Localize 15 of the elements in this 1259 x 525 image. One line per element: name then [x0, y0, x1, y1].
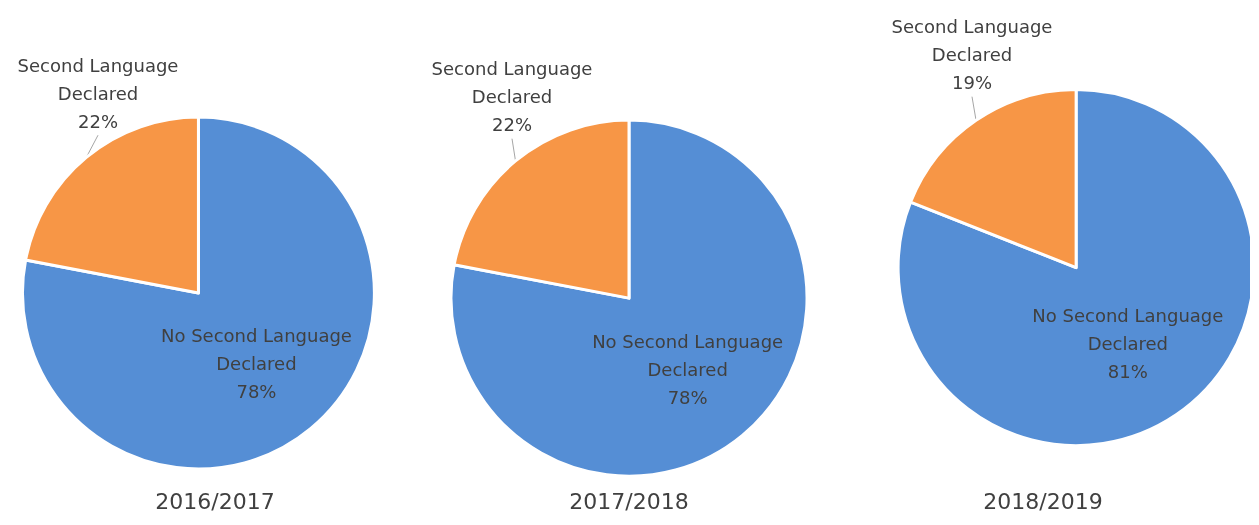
- slice-label: Second Language Declared: [891, 16, 1053, 66]
- data-label: 22%: [77, 110, 119, 132]
- text: 2016/2017: [155, 488, 275, 514]
- slice-label: No Second Language Declared: [592, 330, 784, 380]
- slice-label: No Second Language Declared: [160, 324, 352, 374]
- data-label: 22%: [491, 114, 533, 136]
- text: 2017/2018: [569, 488, 689, 514]
- data-label: 19%: [952, 72, 993, 94]
- slice-label: Second Language Declared: [17, 54, 179, 104]
- data-label: 78%: [667, 386, 708, 408]
- text: 2018/2019: [983, 488, 1103, 514]
- data-label: 81%: [1107, 361, 1148, 383]
- data-label: 78%: [236, 380, 277, 402]
- slice-label: No Second Language Declared: [1032, 305, 1224, 355]
- slice-label: Second Language Declared: [431, 58, 593, 108]
